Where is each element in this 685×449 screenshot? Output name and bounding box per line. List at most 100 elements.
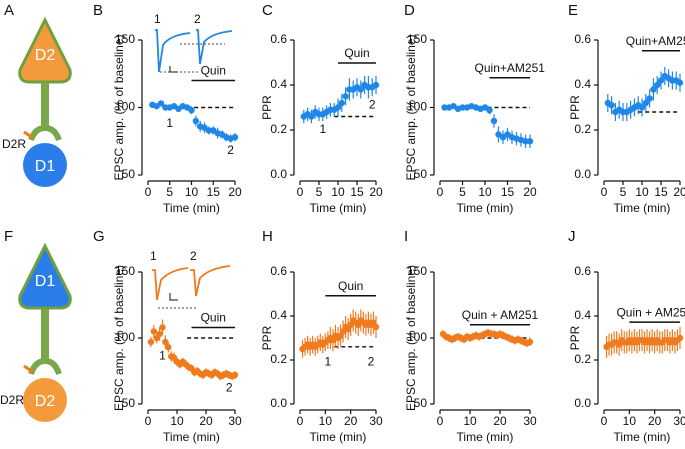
point-label: 1 [166, 116, 173, 130]
neuron-soma [18, 16, 72, 84]
y-axis-label: PPR [260, 95, 274, 120]
y-tick-label: 0.2 [270, 122, 287, 136]
y-tick-label: 0.6 [574, 264, 591, 278]
x-axis-label: Time (min) [457, 201, 514, 215]
panel-letter: B [93, 2, 103, 19]
neuron-soma [18, 242, 72, 310]
neuron-soma [23, 143, 67, 187]
treatment-label: Quin [338, 279, 363, 293]
data-point [490, 117, 498, 125]
inset-traces [155, 29, 233, 73]
x-tick-label: 0 [297, 185, 304, 199]
point-label: 1 [325, 354, 332, 368]
x-tick-label: 20 [199, 414, 213, 428]
x-tick-label: 20 [673, 185, 685, 199]
data-point [192, 117, 200, 125]
x-axis-label: Time (min) [310, 201, 367, 215]
inset-label: 1 [154, 12, 161, 26]
y-tick-label: 100 [407, 100, 427, 114]
panel-letter: G [93, 228, 105, 245]
x-tick-label: 5 [459, 185, 466, 199]
data-point [231, 134, 239, 141]
x-axis-label: Time (min) [614, 430, 671, 444]
diagram-f: F D1 D2 D2R [0, 228, 72, 422]
x-tick-label: 30 [523, 414, 537, 428]
x-tick-label: 30 [369, 414, 383, 428]
x-tick-label: 5 [316, 185, 323, 199]
point-label: 2 [226, 380, 233, 394]
y-tick-label: 0.0 [270, 167, 287, 181]
y-tick-label: 0.4 [574, 308, 591, 322]
terminal [28, 124, 62, 142]
data-point [650, 86, 657, 93]
x-tick-label: 10 [319, 414, 333, 428]
treatment-label: Quin [201, 64, 226, 78]
y-axis-label: EPSC amp. (% of baseline) [112, 34, 126, 180]
receptor [23, 364, 34, 374]
y-tick-label: 0.4 [270, 308, 287, 322]
panel-letter: J [568, 228, 576, 245]
point-label: 2 [369, 97, 376, 111]
x-tick-label: 15 [501, 185, 515, 199]
data-point [338, 99, 345, 107]
trace [190, 265, 231, 297]
scale-bar [169, 293, 178, 301]
data-point [159, 324, 166, 331]
x-tick-label: 10 [170, 414, 184, 428]
treatment-label: Quin + AM251 [616, 305, 685, 319]
y-tick-label: 150 [115, 264, 135, 278]
y-axis-label: PPR [260, 325, 274, 350]
panel-letter: I [404, 228, 408, 245]
treatment-label: Quin+AM251 [626, 34, 685, 48]
treatment-label: Quin+AM251 [475, 61, 546, 75]
y-tick-label: 0.0 [574, 396, 591, 410]
x-tick-label: 10 [478, 185, 492, 199]
x-tick-label: 10 [331, 185, 345, 199]
x-tick-label: 30 [673, 414, 685, 428]
x-tick-label: 20 [648, 414, 662, 428]
cell-label: D1 [35, 158, 56, 175]
data-point [676, 334, 684, 342]
data-point [372, 323, 380, 331]
x-tick-label: 15 [207, 185, 221, 199]
inset-label: 2 [190, 249, 197, 263]
x-tick-label: 15 [654, 185, 668, 199]
x-tick-label: 0 [601, 414, 608, 428]
cell-label: D2 [35, 47, 56, 64]
treatment-label: Quin [344, 46, 369, 60]
y-tick-label: 100 [115, 330, 135, 344]
y-tick-label: 100 [407, 330, 427, 344]
data-point [342, 93, 349, 100]
y-tick-label: 50 [414, 396, 428, 410]
x-tick-label: 0 [145, 414, 152, 428]
data-point [165, 344, 172, 351]
y-axis-label: EPSC amp. (% of baseline) [404, 34, 418, 180]
data-point [654, 81, 661, 89]
x-tick-label: 20 [369, 185, 383, 199]
y-tick-label: 0.2 [574, 122, 591, 136]
data-point [156, 330, 163, 338]
x-tick-label: 5 [620, 185, 627, 199]
y-tick-label: 50 [414, 167, 428, 181]
y-tick-label: 50 [122, 396, 136, 410]
x-tick-label: 0 [297, 414, 304, 428]
data-point [157, 100, 165, 107]
panel-letter: F [4, 228, 13, 245]
y-tick-label: 0.4 [270, 77, 287, 91]
data-point [608, 102, 615, 109]
trace [196, 29, 233, 65]
treatment-label: Quin + AM251 [462, 308, 539, 322]
point-label: 2 [227, 143, 234, 157]
data-point [147, 338, 155, 346]
cell-label: D1 [35, 273, 56, 290]
data-point [372, 81, 380, 89]
panel-letter: A [4, 2, 14, 19]
y-axis-label: PPR [568, 325, 582, 350]
y-tick-label: 150 [115, 32, 135, 46]
panel-letter: E [568, 2, 578, 19]
data-point [231, 371, 239, 379]
x-axis-label: Time (min) [614, 201, 671, 215]
y-tick-label: 150 [407, 264, 427, 278]
x-tick-label: 0 [437, 414, 444, 428]
data-point [441, 104, 448, 111]
